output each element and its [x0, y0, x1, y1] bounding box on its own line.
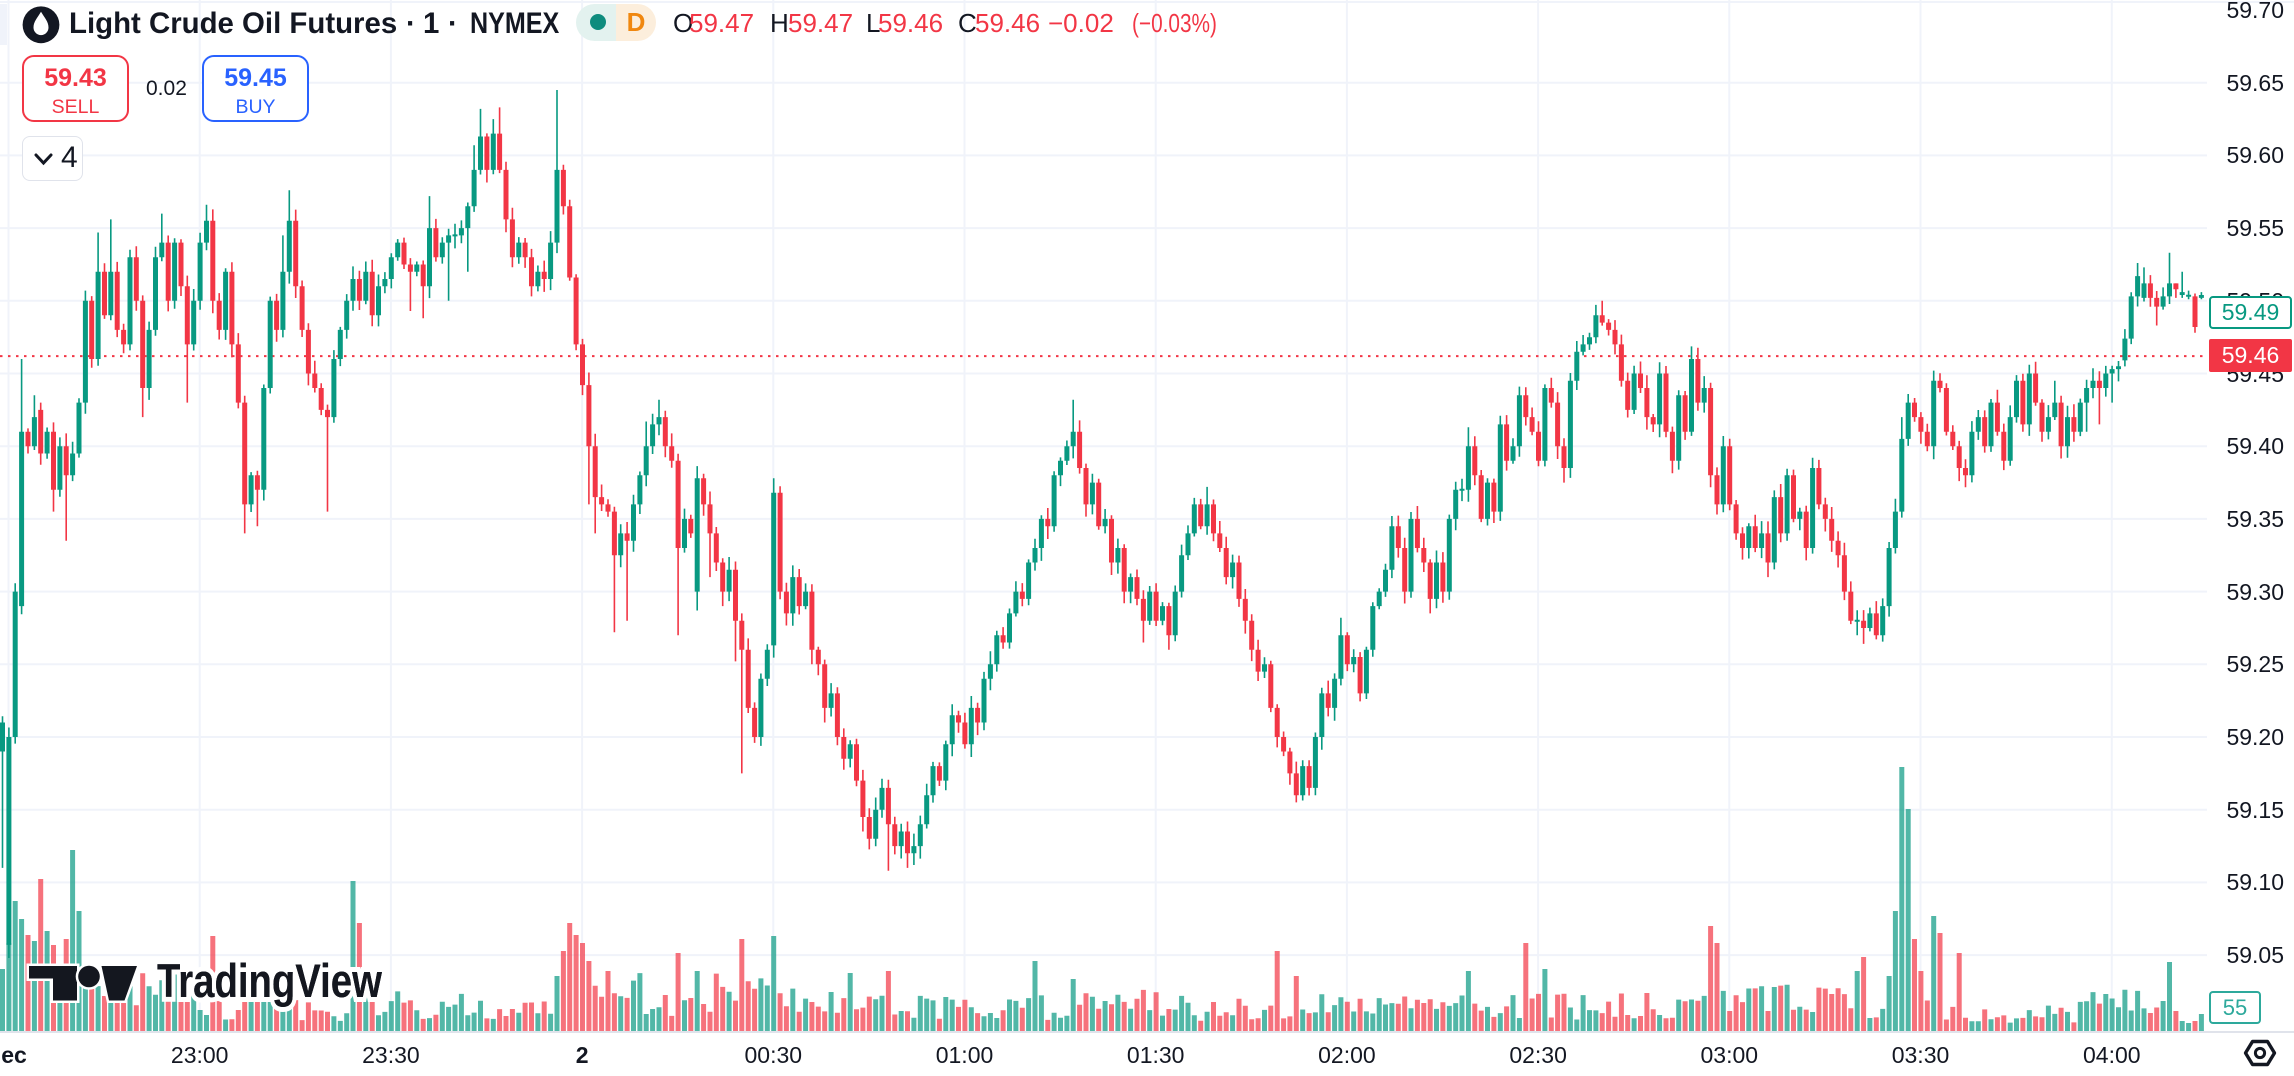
svg-text:TradingView: TradingView [157, 955, 382, 1008]
svg-text:TradingView: TradingView [157, 955, 382, 1008]
